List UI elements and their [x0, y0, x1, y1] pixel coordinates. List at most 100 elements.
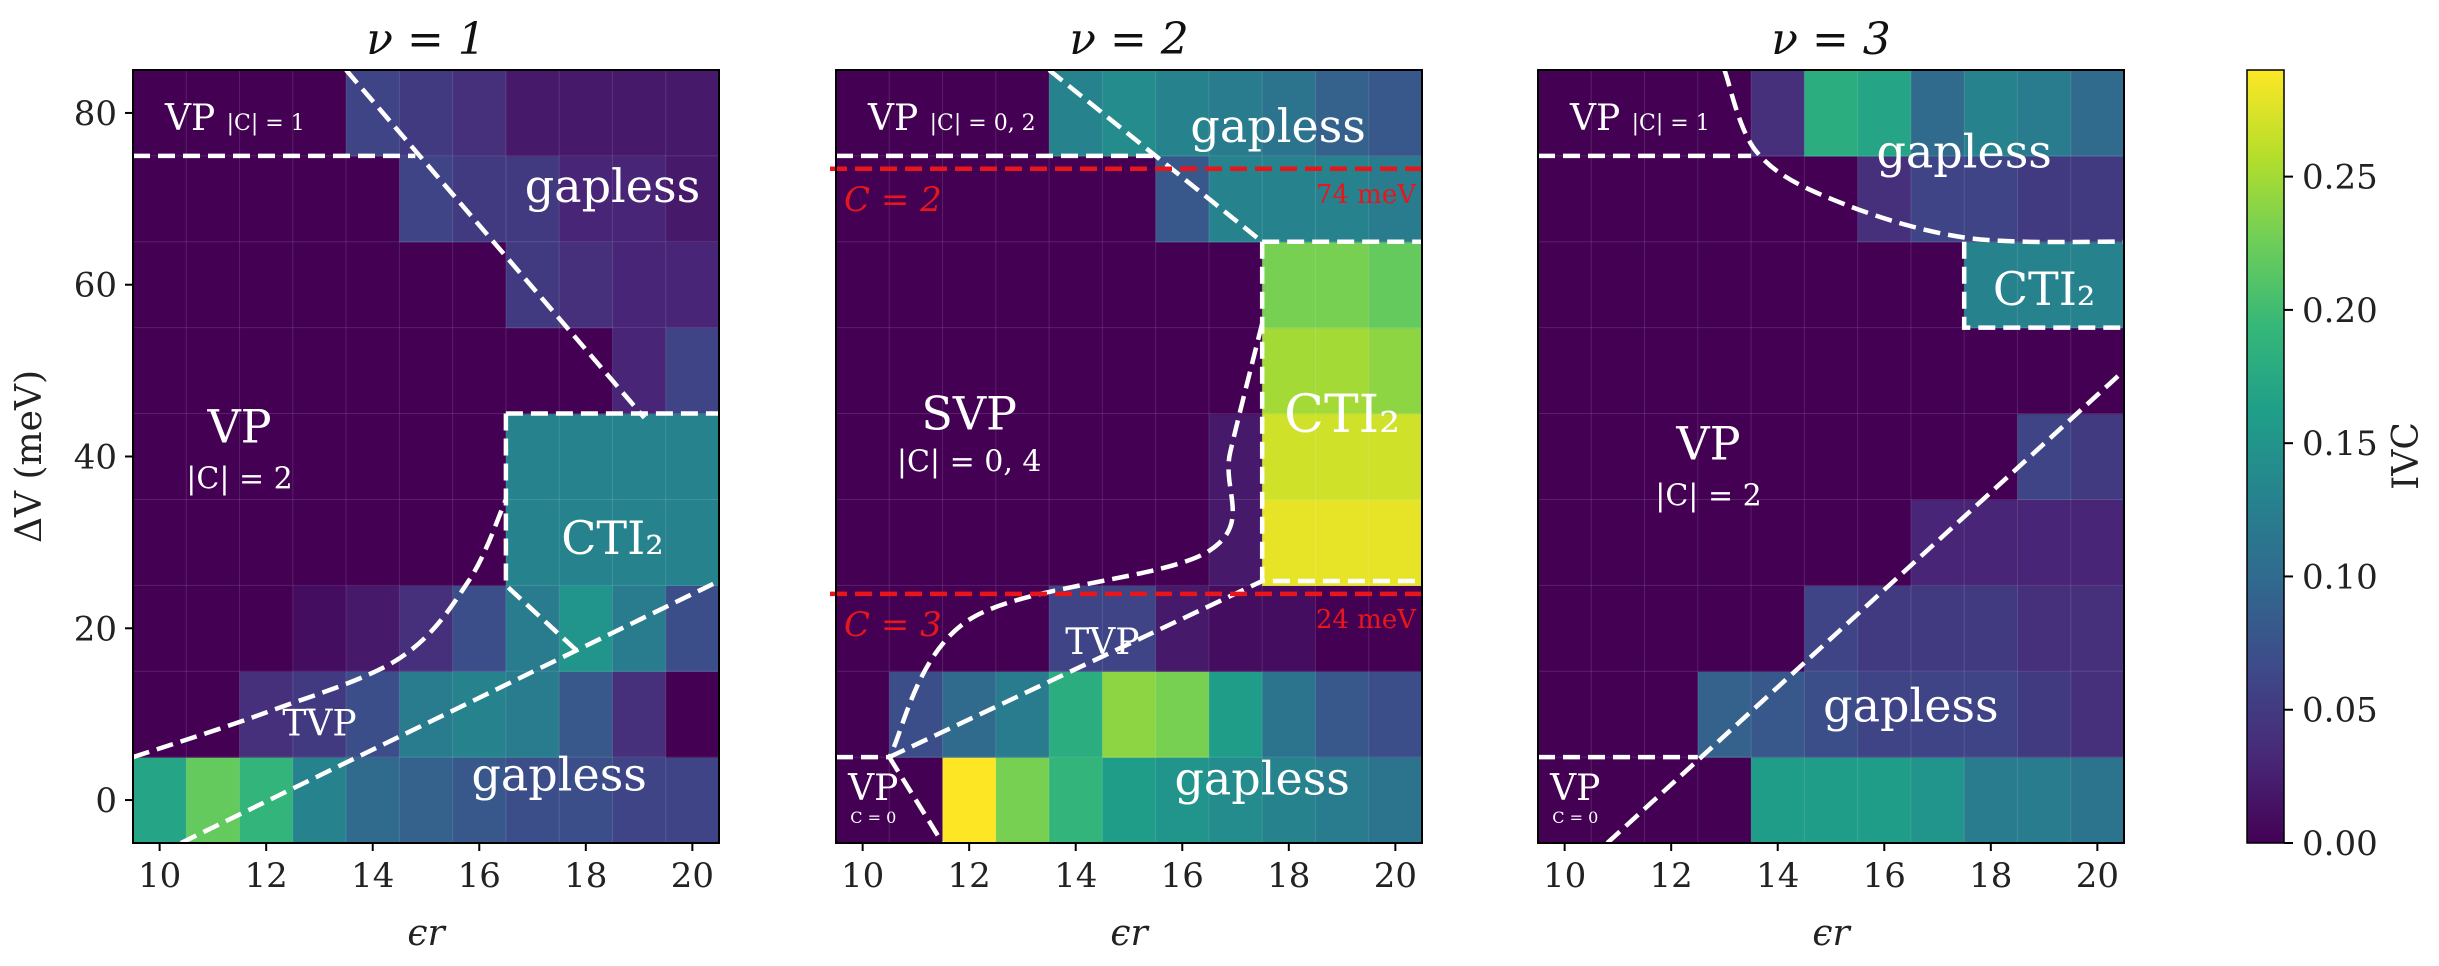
heatmap-cell — [346, 413, 400, 501]
heatmap-cell — [836, 413, 890, 501]
heatmap-cell — [1102, 671, 1157, 758]
heatmap-cell — [942, 327, 997, 415]
region-label: VP — [1549, 768, 1600, 809]
heatmap-cell — [1804, 241, 1859, 329]
colorbar: IVC 0.00 0.05 0.10 0.15 0.20 0.25 — [2246, 69, 2427, 864]
heatmap-cell — [1315, 327, 1370, 415]
heatmap-cell — [2070, 499, 2125, 586]
phase-boundary — [1605, 368, 2124, 843]
heatmap-cell — [1155, 671, 1210, 758]
heatmap-cell — [1591, 671, 1646, 758]
heatmap-cell — [2070, 155, 2125, 243]
heatmap-cell — [1591, 757, 1646, 844]
heatmap-cell — [1964, 757, 2019, 844]
region-label: gapless — [1174, 752, 1349, 806]
heatmap-cell — [2070, 241, 2125, 329]
panel-nu2: 74 meV C = 2 24 meV C = 3 VP |C| = 0, 2 gaple… — [830, 14, 1428, 954]
heatmap-cell — [1208, 327, 1263, 415]
y-tick-label: 40 — [74, 438, 117, 478]
heatmap-cell — [505, 155, 560, 243]
heatmap-cell — [1368, 241, 1423, 329]
x-tick-label: 20 — [2076, 856, 2119, 896]
heatmap-cell — [2017, 585, 2072, 672]
colorbar-tick-label: 0.05 — [2302, 691, 2378, 731]
heatmap-cell — [1368, 327, 1423, 415]
heatmap-cell — [1964, 499, 2019, 586]
heatmap-cell — [1751, 757, 1805, 844]
heatmap-cell — [1644, 327, 1699, 415]
heatmap-cell — [452, 327, 507, 415]
heatmap-cell — [2070, 757, 2125, 844]
heatmap-cell — [995, 499, 1050, 586]
heatmap-cell — [2017, 70, 2072, 157]
phase-boundary — [344, 70, 647, 420]
heatmap-cell — [559, 757, 614, 844]
heatmap-cell — [505, 70, 560, 157]
region-label: CTI₂ — [1993, 262, 2096, 316]
heatmap-cell — [559, 327, 614, 415]
heatmap-cell — [1368, 757, 1423, 844]
heatmap-cell — [1857, 70, 1912, 157]
heatmap-cells — [133, 70, 720, 844]
x-tick-label: 12 — [948, 856, 991, 896]
heatmap-cell — [1804, 671, 1859, 758]
heatmap-cell — [346, 671, 400, 758]
heatmap-cell — [1697, 585, 1752, 672]
heatmap-cell — [559, 671, 614, 758]
heatmap-cell — [1102, 327, 1157, 415]
heatmap-cell — [942, 413, 997, 501]
region-label: VP — [206, 400, 271, 454]
heatmap-cell — [942, 585, 997, 672]
heatmap-cell — [1368, 671, 1423, 758]
heatmap-cell — [995, 757, 1050, 844]
heatmap-cell — [2017, 413, 2072, 501]
heatmap-cell — [1804, 327, 1859, 415]
heatmap-cell — [1102, 413, 1157, 501]
heatmap-cell — [1591, 327, 1646, 415]
heatmap-cell — [612, 499, 667, 586]
heatmap-cell — [1262, 757, 1317, 844]
heatmap-cell — [889, 327, 944, 415]
region-label: |C| = 2 — [186, 461, 292, 496]
region-label: gapless — [1823, 679, 1998, 733]
heatmap-cell — [1964, 327, 2019, 415]
heatmap-cell — [1262, 499, 1317, 586]
heatmap-cell — [1910, 70, 1965, 157]
y-tick-label: 80 — [74, 94, 117, 134]
x-tick-label: 10 — [138, 856, 181, 896]
heatmap-cell — [1910, 413, 1965, 501]
x-axis-label: ϵr — [1812, 913, 1851, 954]
heatmap-cell — [995, 241, 1050, 329]
x-tick-label: 14 — [351, 856, 394, 896]
region-label: gapless — [471, 747, 646, 801]
heatmap-cell — [1049, 585, 1103, 672]
heatmap-cell — [133, 327, 187, 415]
heatmap-cell — [346, 499, 400, 586]
heatmap-cell — [1644, 585, 1699, 672]
heatmap-cell — [942, 70, 997, 157]
region-label: SVP — [921, 387, 1017, 441]
heatmap-cell — [399, 327, 454, 415]
heatmap-cell — [995, 671, 1050, 758]
heatmap-cell — [836, 70, 890, 157]
heatmap-cell — [1857, 155, 1912, 243]
reference-region-label: C = 2 — [844, 180, 942, 220]
heatmap-cell — [505, 499, 560, 586]
heatmap-cell — [452, 155, 507, 243]
heatmap-cell — [1262, 70, 1317, 157]
x-tick-label: 12 — [245, 856, 288, 896]
heatmap-cell — [186, 155, 241, 243]
heatmap-cell — [1155, 241, 1210, 329]
heatmap-cell — [2070, 585, 2125, 672]
heatmap-cell — [346, 241, 400, 329]
heatmap-cell — [1751, 70, 1805, 157]
heatmap-cell — [836, 757, 890, 844]
reference-region-label: C = 3 — [844, 605, 942, 645]
heatmap-cell — [1155, 413, 1210, 501]
heatmap-cell — [1538, 757, 1592, 844]
heatmap-cell — [1697, 671, 1752, 758]
heatmap-cell — [1644, 155, 1699, 243]
heatmap-cell — [665, 413, 720, 501]
region-sublabel: |C| = 0, 2 — [930, 111, 1036, 136]
phase-boundary — [1047, 70, 1264, 244]
